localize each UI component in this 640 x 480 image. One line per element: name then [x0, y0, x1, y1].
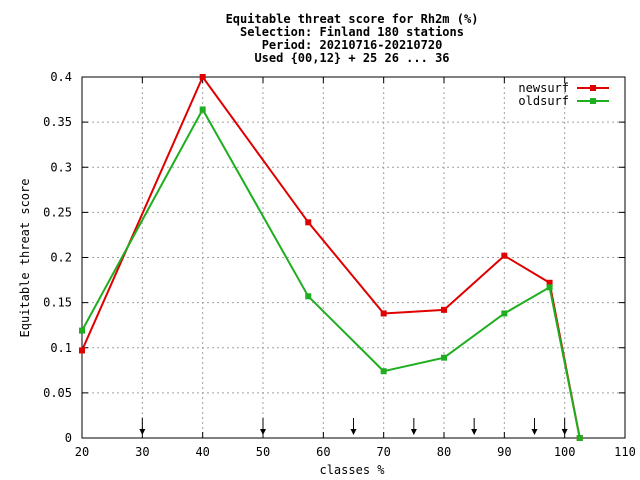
legend-label: oldsurf — [518, 94, 569, 108]
x-tick-label: 40 — [195, 445, 209, 459]
legend-label: newsurf — [518, 81, 569, 95]
class-arrow — [561, 418, 568, 435]
series-newsurf — [79, 74, 583, 441]
title-line: Equitable threat score for Rh2m (%) — [226, 12, 479, 26]
x-tick-label: 60 — [316, 445, 330, 459]
class-arrow-head — [260, 429, 266, 435]
class-arrow-head — [471, 429, 478, 435]
y-tick-label: 0.25 — [43, 205, 72, 219]
title-line: Used {00,12} + 25 26 ... 36 — [254, 51, 449, 65]
class-arrow-head — [410, 429, 417, 435]
x-tick-label: 70 — [376, 445, 390, 459]
class-arrow-head — [139, 429, 146, 435]
x-tick-label: 30 — [135, 445, 149, 459]
data-point — [546, 284, 553, 291]
y-tick-label: 0.35 — [43, 115, 72, 129]
x-tick-label: 90 — [497, 445, 511, 459]
class-arrow — [260, 418, 266, 435]
class-arrow — [350, 418, 357, 435]
x-axis-label: classes % — [319, 463, 385, 477]
data-point — [199, 106, 206, 113]
y-tick-label: 0.3 — [50, 160, 72, 174]
data-point — [380, 368, 387, 375]
x-tick-label: 20 — [75, 445, 89, 459]
class-arrow-head — [350, 429, 357, 435]
y-tick-label: 0.4 — [50, 70, 72, 84]
class-arrow — [531, 418, 538, 435]
data-point — [79, 347, 85, 354]
data-point — [79, 327, 85, 334]
legend-marker — [590, 85, 596, 91]
title-line: Period: 20210716-20210720 — [262, 38, 443, 52]
class-arrow — [139, 418, 146, 435]
data-point — [380, 310, 387, 317]
axis-ticks: 20 30 40 50 60 70 80 90 100 110 0 0.05 0.1 0.15 0.2 0.2… — [43, 70, 636, 459]
y-tick-label: 0.2 — [50, 251, 72, 265]
title-line: Selection: Finland 180 stations — [240, 25, 464, 39]
series — [79, 74, 583, 441]
data-point — [199, 74, 206, 80]
class-arrow-head — [531, 429, 538, 435]
y-tick-label: 0.15 — [43, 296, 72, 310]
y-tick-label: 0.05 — [43, 386, 72, 400]
grid — [82, 77, 625, 438]
y-axis-label: Equitable threat score — [18, 179, 32, 338]
data-point — [546, 279, 553, 286]
class-arrow — [471, 418, 478, 435]
series-line — [81, 75, 581, 439]
class-arrow-head — [561, 429, 568, 435]
x-tick-label: 80 — [437, 445, 451, 459]
series-oldsurf — [79, 106, 583, 441]
class-arrows — [139, 418, 568, 435]
series-line — [81, 107, 581, 439]
x-tick-label: 100 — [554, 445, 576, 459]
chart-title: Equitable threat score for Rh2m (%)Selec… — [226, 12, 479, 65]
data-point — [305, 219, 312, 226]
x-tick-label: 50 — [256, 445, 270, 459]
y-tick-label: 0 — [65, 431, 72, 445]
data-point — [305, 293, 312, 300]
data-point — [441, 306, 447, 313]
y-tick-label: 0.1 — [50, 341, 72, 355]
legend-marker — [590, 98, 596, 104]
data-point — [501, 310, 508, 317]
class-arrow — [410, 418, 417, 435]
data-point — [576, 435, 583, 441]
x-tick-label: 110 — [614, 445, 636, 459]
data-point — [501, 252, 508, 259]
data-point — [441, 354, 447, 361]
